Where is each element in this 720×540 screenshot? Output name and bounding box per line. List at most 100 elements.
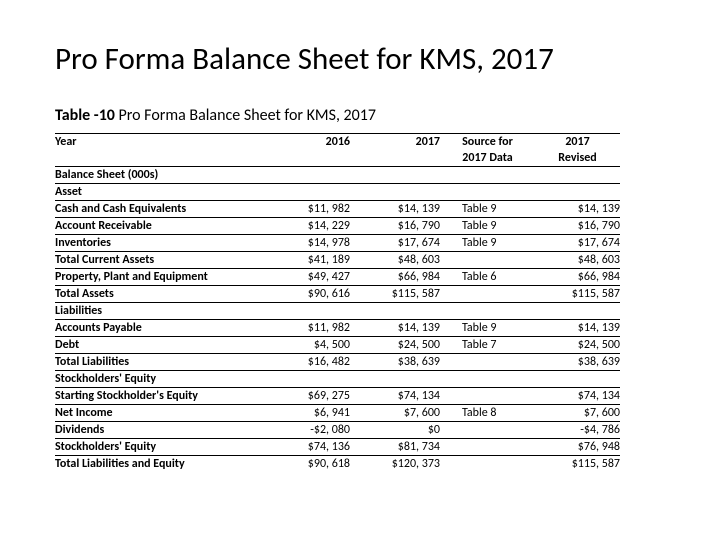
cell-2016: $14, 978 [255, 235, 350, 252]
cell-2017 [350, 371, 440, 388]
table-row: Inventories$14, 978$17, 674Table 9$17, 6… [55, 235, 620, 252]
table-row: Total Liabilities and Equity$90, 618$120… [55, 456, 620, 473]
row-label: Liabilities [55, 303, 255, 320]
row-label: Dividends [55, 422, 255, 439]
cell-source: Table 9 [440, 218, 535, 235]
cell-revised: -$4, 786 [535, 422, 620, 439]
cell-source [440, 439, 535, 456]
table-row: Dividends-$2, 080$0-$4, 786 [55, 422, 620, 439]
cell-revised [535, 371, 620, 388]
table-row: Debt$4, 500$24, 500Table 7$24, 500 [55, 337, 620, 354]
cell-2016: $4, 500 [255, 337, 350, 354]
cell-revised: $115, 587 [535, 286, 620, 303]
cell-source: Table 7 [440, 337, 535, 354]
row-label: Accounts Payable [55, 320, 255, 337]
cell-2016 [255, 184, 350, 201]
cell-2016 [255, 371, 350, 388]
row-label: Total Assets [55, 286, 255, 303]
row-label: Debt [55, 337, 255, 354]
cell-revised: $76, 948 [535, 439, 620, 456]
cell-2017: $48, 603 [350, 252, 440, 269]
cell-source [440, 371, 535, 388]
row-label: Total Liabilities [55, 354, 255, 371]
caption-text: Pro Forma Balance Sheet for KMS, 2017 [115, 106, 376, 125]
table-header-row: Year 2016 2017 Source for 2017 [55, 134, 620, 151]
row-label: Total Liabilities and Equity [55, 456, 255, 473]
cell-source [440, 456, 535, 473]
cell-source: Table 9 [440, 201, 535, 218]
table-row: Property, Plant and Equipment$49, 427$66… [55, 269, 620, 286]
table-row: Total Assets$90, 616$115, 587$115, 587 [55, 286, 620, 303]
cell-2016: $11, 982 [255, 201, 350, 218]
col-2016-header: 2016 [255, 134, 350, 167]
cell-revised: $24, 500 [535, 337, 620, 354]
cell-2016: $74, 136 [255, 439, 350, 456]
col-revised-header-2: Revised [535, 150, 620, 167]
cell-2017: $81, 734 [350, 439, 440, 456]
row-label: Total Current Assets [55, 252, 255, 269]
cell-revised: $17, 674 [535, 235, 620, 252]
row-label: Property, Plant and Equipment [55, 269, 255, 286]
table-row: Net Income$6, 941$7, 600Table 8$7, 600 [55, 405, 620, 422]
row-label: Balance Sheet (000s) [55, 167, 255, 184]
cell-2016: $49, 427 [255, 269, 350, 286]
cell-revised [535, 167, 620, 184]
cell-2016: $90, 616 [255, 286, 350, 303]
cell-revised: $48, 603 [535, 252, 620, 269]
table-row: Total Liabilities$16, 482$38, 639$38, 63… [55, 354, 620, 371]
col-source-header-2: 2017 Data [440, 150, 535, 167]
cell-revised: $115, 587 [535, 456, 620, 473]
cell-2016 [255, 167, 350, 184]
table-caption: Table -10 Pro Forma Balance Sheet for KM… [55, 106, 680, 125]
cell-2016: $14, 229 [255, 218, 350, 235]
cell-source [440, 303, 535, 320]
table-row: Starting Stockholder's Equity$69, 275$74… [55, 388, 620, 405]
cell-source: Table 9 [440, 320, 535, 337]
cell-source [440, 167, 535, 184]
cell-2016: $11, 982 [255, 320, 350, 337]
cell-2017: $24, 500 [350, 337, 440, 354]
cell-revised: $14, 139 [535, 201, 620, 218]
cell-2017: $66, 984 [350, 269, 440, 286]
cell-2017: $7, 600 [350, 405, 440, 422]
table-row: Account Receivable$14, 229$16, 790Table … [55, 218, 620, 235]
cell-source [440, 388, 535, 405]
cell-2017 [350, 184, 440, 201]
cell-2016: $90, 618 [255, 456, 350, 473]
cell-source [440, 286, 535, 303]
col-2017-header: 2017 [350, 134, 440, 167]
cell-revised: $7, 600 [535, 405, 620, 422]
cell-2017: $14, 139 [350, 201, 440, 218]
cell-2017: $115, 587 [350, 286, 440, 303]
cell-2016 [255, 303, 350, 320]
cell-source [440, 354, 535, 371]
cell-2016: -$2, 080 [255, 422, 350, 439]
row-label: Asset [55, 184, 255, 201]
cell-2016: $41, 189 [255, 252, 350, 269]
row-label: Stockholders' Equity [55, 439, 255, 456]
cell-source [440, 422, 535, 439]
cell-2016: $16, 482 [255, 354, 350, 371]
cell-2017: $17, 674 [350, 235, 440, 252]
cell-source: Table 9 [440, 235, 535, 252]
cell-revised [535, 184, 620, 201]
row-label: Starting Stockholder's Equity [55, 388, 255, 405]
row-label: Stockholders' Equity [55, 371, 255, 388]
cell-revised: $74, 134 [535, 388, 620, 405]
cell-2017: $14, 139 [350, 320, 440, 337]
cell-revised: $16, 790 [535, 218, 620, 235]
cell-source [440, 184, 535, 201]
row-label: Net Income [55, 405, 255, 422]
cell-2017: $120, 373 [350, 456, 440, 473]
cell-2017: $74, 134 [350, 388, 440, 405]
table-row: Asset [55, 184, 620, 201]
table-row: Cash and Cash Equivalents$11, 982$14, 13… [55, 201, 620, 218]
caption-prefix: Table -10 [55, 106, 115, 125]
cell-source [440, 252, 535, 269]
cell-revised: $66, 984 [535, 269, 620, 286]
cell-2017: $16, 790 [350, 218, 440, 235]
row-label: Inventories [55, 235, 255, 252]
table-row: Liabilities [55, 303, 620, 320]
cell-revised [535, 303, 620, 320]
cell-2016: $6, 941 [255, 405, 350, 422]
